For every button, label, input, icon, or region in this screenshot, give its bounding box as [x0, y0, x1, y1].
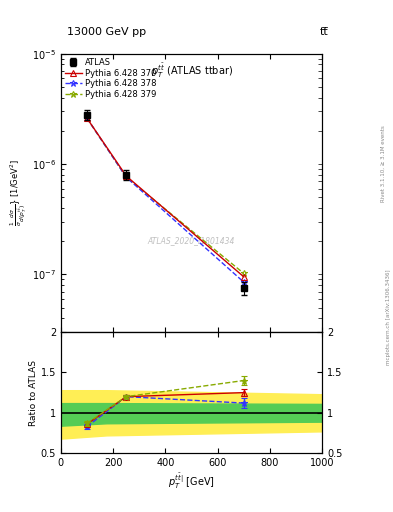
Text: ATLAS_2020_I1801434: ATLAS_2020_I1801434 [148, 236, 235, 245]
Text: Rivet 3.1.10, ≥ 3.1M events: Rivet 3.1.10, ≥ 3.1M events [381, 125, 386, 202]
Legend: ATLAS, Pythia 6.428 370, Pythia 6.428 378, Pythia 6.428 379: ATLAS, Pythia 6.428 370, Pythia 6.428 37… [63, 56, 158, 100]
Y-axis label: $\frac{1}{\sigma}\frac{d\sigma}{d(p_T^{t\bar{t}})}$} [1/GeV$^2$]: $\frac{1}{\sigma}\frac{d\sigma}{d(p_T^{t… [9, 159, 29, 226]
Text: 13000 GeV pp: 13000 GeV pp [67, 27, 146, 37]
Y-axis label: Ratio to ATLAS: Ratio to ATLAS [29, 359, 38, 425]
X-axis label: $p^{t\bar{t}|}_{T}$ [GeV]: $p^{t\bar{t}|}_{T}$ [GeV] [168, 471, 215, 490]
Text: mcplots.cern.ch [arXiv:1306.3436]: mcplots.cern.ch [arXiv:1306.3436] [386, 270, 391, 365]
Text: $p_T^{t\bar{t}}$ (ATLAS ttbar): $p_T^{t\bar{t}}$ (ATLAS ttbar) [151, 62, 233, 80]
Text: tt̅: tt̅ [320, 27, 328, 37]
